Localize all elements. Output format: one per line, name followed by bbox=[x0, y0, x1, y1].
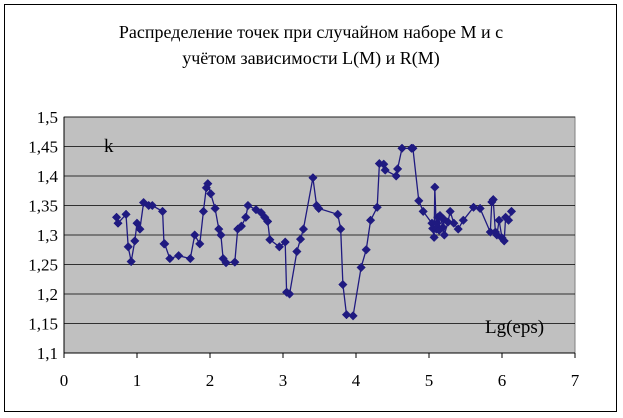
data-point bbox=[230, 257, 240, 267]
data-point bbox=[392, 164, 403, 174]
y-tick-label: 1,25 bbox=[28, 256, 58, 275]
data-point bbox=[160, 239, 170, 249]
data-point bbox=[430, 182, 440, 192]
data-point bbox=[243, 200, 253, 211]
data-point bbox=[449, 218, 459, 228]
data-point bbox=[236, 221, 247, 231]
x-tick-label: 0 bbox=[60, 371, 69, 390]
data-point bbox=[429, 232, 439, 243]
data-point bbox=[333, 209, 343, 220]
data-point bbox=[338, 279, 348, 290]
data-point bbox=[241, 212, 251, 222]
y-tick-label: 1,2 bbox=[37, 285, 58, 304]
data-point bbox=[475, 203, 485, 214]
data-point bbox=[372, 202, 382, 212]
y-tick-labels: 1,1 1,15 1,2 1,25 1,3 1,35 1,4 1,45 1,5 bbox=[28, 108, 58, 363]
y-tick-label: 1,35 bbox=[28, 197, 58, 216]
data-point bbox=[336, 224, 346, 234]
data-point bbox=[439, 230, 449, 240]
data-point bbox=[121, 209, 131, 220]
data-point bbox=[147, 200, 157, 211]
data-point bbox=[391, 171, 401, 181]
data-point bbox=[123, 242, 133, 252]
x-tick-label: 6 bbox=[498, 371, 507, 390]
data-point bbox=[443, 217, 453, 227]
data-point bbox=[216, 230, 226, 240]
data-point bbox=[408, 143, 418, 153]
y-tick-label: 1,1 bbox=[37, 344, 58, 363]
data-point bbox=[206, 189, 216, 199]
data-point bbox=[494, 215, 504, 225]
data-point bbox=[265, 235, 275, 245]
y-tick-label: 1,3 bbox=[37, 226, 58, 245]
data-point bbox=[356, 262, 366, 273]
y-axis-label: k bbox=[104, 136, 114, 157]
chart-title-line-1: Распределение точек при случайном наборе… bbox=[119, 22, 503, 42]
data-point bbox=[135, 224, 145, 234]
y-tick-label: 1,5 bbox=[37, 108, 58, 127]
data-point bbox=[488, 194, 498, 205]
data-point bbox=[274, 242, 285, 252]
data-point bbox=[348, 311, 358, 321]
data-point bbox=[195, 239, 205, 249]
data-point bbox=[438, 222, 448, 232]
data-point bbox=[292, 246, 302, 257]
y-tick-label: 1,4 bbox=[37, 167, 59, 186]
data-point bbox=[418, 206, 428, 217]
data-point bbox=[221, 258, 231, 268]
x-tick-label: 5 bbox=[425, 371, 434, 390]
data-point bbox=[365, 215, 376, 225]
chart-title-line-2: учётом зависимости L(M) и R(M) bbox=[182, 48, 440, 69]
data-point bbox=[157, 206, 168, 217]
data-point bbox=[190, 230, 200, 240]
data-point bbox=[308, 173, 318, 183]
x-tick-label: 4 bbox=[352, 371, 361, 390]
data-point bbox=[130, 236, 140, 246]
data-point bbox=[280, 237, 290, 247]
y-tick-label: 1,45 bbox=[28, 138, 58, 157]
data-point bbox=[341, 309, 352, 320]
data-point bbox=[445, 206, 455, 217]
x-axis-label: Lg(eps) bbox=[485, 317, 544, 338]
data-point bbox=[499, 236, 509, 246]
data-point bbox=[397, 143, 407, 153]
data-point bbox=[380, 165, 390, 175]
data-point bbox=[295, 234, 306, 244]
series-markers bbox=[111, 143, 517, 321]
x-tick-labels: 0 1 2 3 4 5 6 7 bbox=[60, 371, 580, 390]
x-tick-label: 7 bbox=[571, 371, 580, 390]
data-point bbox=[251, 204, 261, 215]
x-tick-label: 1 bbox=[133, 371, 142, 390]
data-point bbox=[165, 253, 175, 264]
x-tick-label: 2 bbox=[206, 371, 215, 390]
data-point bbox=[203, 179, 213, 189]
data-point bbox=[458, 215, 468, 225]
data-point bbox=[503, 215, 514, 225]
data-point bbox=[263, 216, 273, 227]
data-point bbox=[173, 250, 184, 261]
data-point bbox=[414, 196, 424, 206]
data-point bbox=[506, 206, 517, 217]
data-point bbox=[284, 289, 295, 299]
data-point bbox=[113, 218, 123, 228]
data-point bbox=[126, 256, 136, 267]
data-point bbox=[185, 253, 195, 264]
data-point bbox=[210, 203, 220, 214]
x-tick-label: 3 bbox=[279, 371, 288, 390]
data-point bbox=[432, 218, 442, 228]
data-point bbox=[298, 224, 309, 234]
y-tick-label: 1,15 bbox=[28, 315, 58, 334]
data-point bbox=[361, 245, 371, 255]
data-point bbox=[468, 202, 479, 212]
axes bbox=[63, 117, 576, 358]
data-point bbox=[453, 224, 463, 234]
data-point bbox=[198, 206, 209, 217]
data-point bbox=[314, 203, 324, 214]
